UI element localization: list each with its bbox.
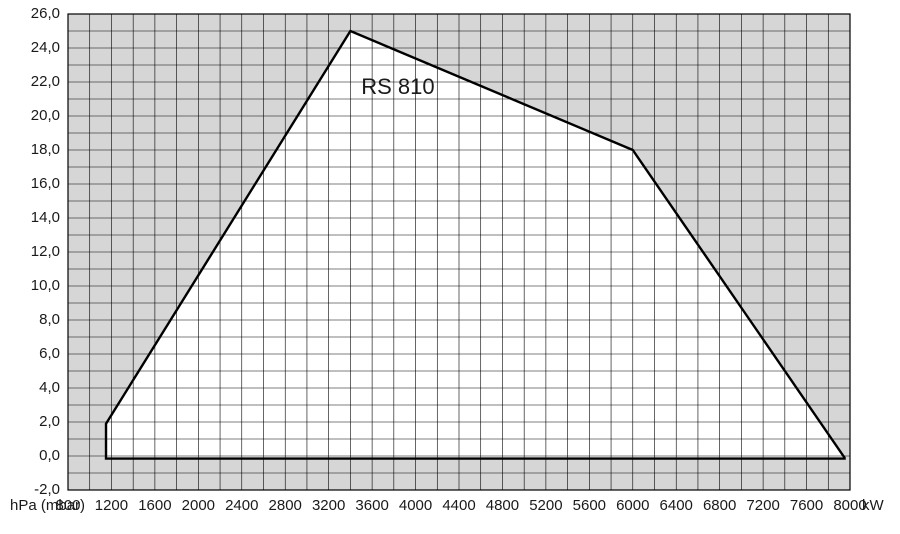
x-tick-label: 7600 xyxy=(790,497,823,514)
y-tick-label: 20,0 xyxy=(31,107,60,124)
x-tick-label: 2800 xyxy=(269,497,302,514)
x-tick-label: 4400 xyxy=(442,497,475,514)
y-tick-label: 26,0 xyxy=(31,5,60,22)
y-tick-label: 22,0 xyxy=(31,73,60,90)
x-tick-label: 5200 xyxy=(529,497,562,514)
pressure-capacity-chart: -2,0 0,0 2,0 4,0 6,0 8,0 10,0 12,0 14,0 16,0 18,0 2… xyxy=(0,0,900,534)
x-tick-label: 4800 xyxy=(486,497,519,514)
x-tick-label: 7200 xyxy=(746,497,779,514)
y-tick-label: 24,0 xyxy=(31,39,60,56)
x-tick-label: 6000 xyxy=(616,497,649,514)
x-tick-label: 6800 xyxy=(703,497,736,514)
x-tick-label: 3600 xyxy=(355,497,388,514)
y-tick-label: 8,0 xyxy=(39,311,60,328)
y-tick-label: 4,0 xyxy=(39,379,60,396)
series-label: RS 810 xyxy=(361,74,434,99)
y-tick-label: 0,0 xyxy=(39,447,60,464)
x-tick-label: 2400 xyxy=(225,497,258,514)
x-axis-unit: kW xyxy=(862,497,885,514)
x-tick-label: 6400 xyxy=(660,497,693,514)
y-tick-label: 2,0 xyxy=(39,413,60,430)
y-tick-label: 14,0 xyxy=(31,209,60,226)
x-tick-label: 2000 xyxy=(182,497,215,514)
x-tick-label: 1200 xyxy=(95,497,128,514)
x-tick-label: 1600 xyxy=(138,497,171,514)
y-tick-label: 10,0 xyxy=(31,277,60,294)
y-tick-label: 12,0 xyxy=(31,243,60,260)
y-axis-unit: hPa (mbar) xyxy=(10,497,85,514)
x-tick-label: 4000 xyxy=(399,497,432,514)
x-tick-label: 3200 xyxy=(312,497,345,514)
y-tick-label: 6,0 xyxy=(39,345,60,362)
y-tick-label: 18,0 xyxy=(31,141,60,158)
y-tick-label: 16,0 xyxy=(31,175,60,192)
x-tick-label: 5600 xyxy=(573,497,606,514)
y-tick-label: -2,0 xyxy=(34,481,60,498)
